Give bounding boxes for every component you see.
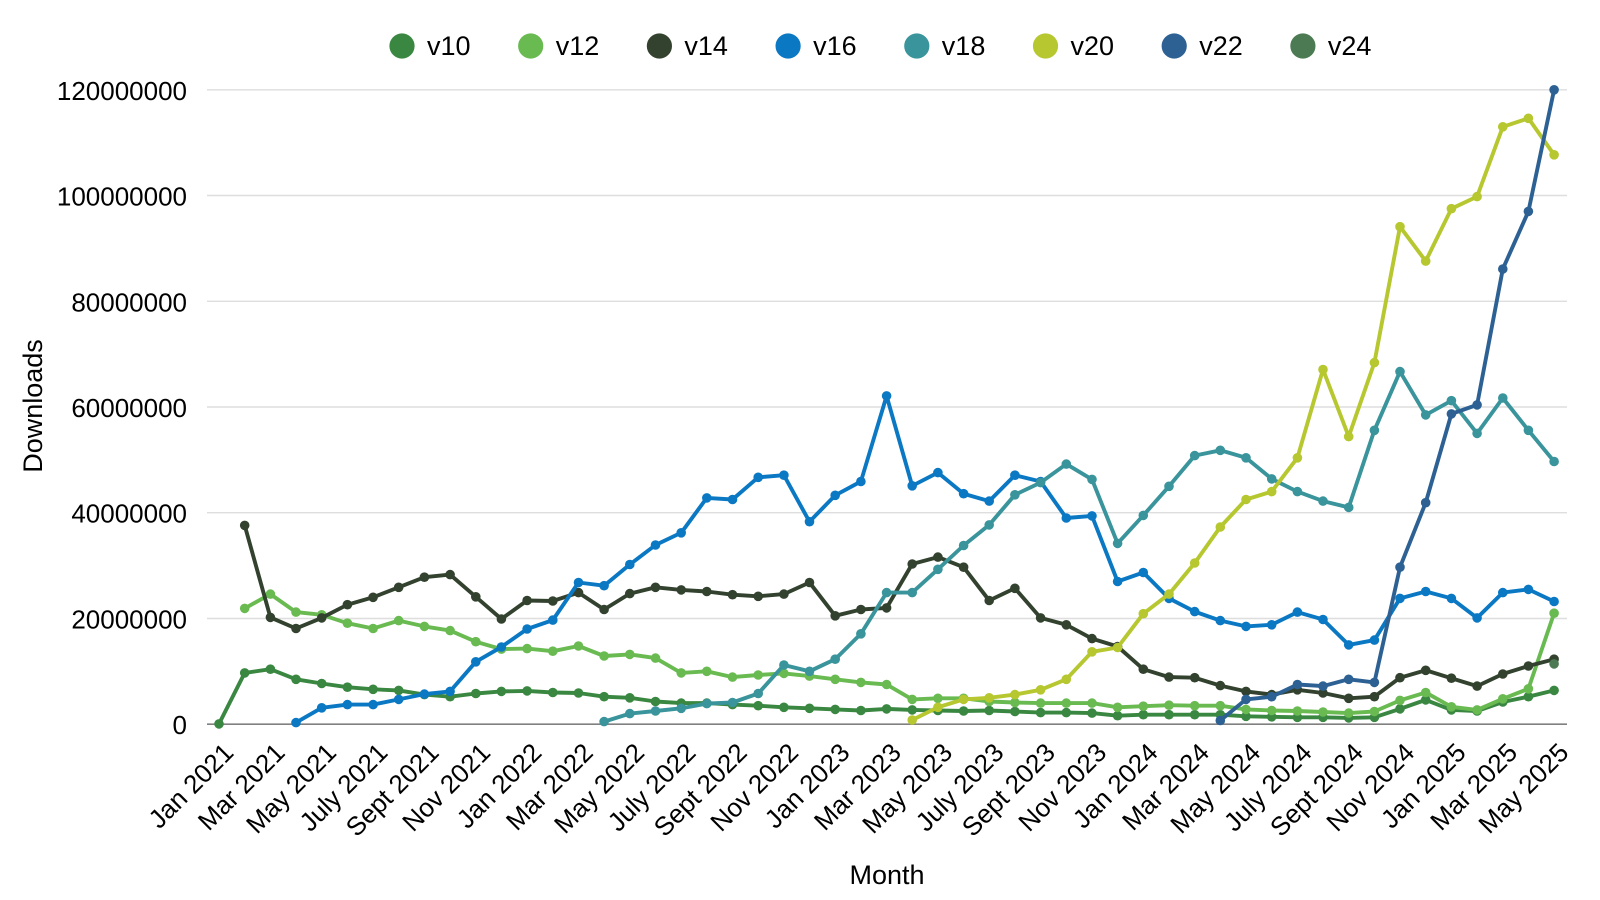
- svg-text:20000000: 20000000: [71, 605, 187, 635]
- svg-text:v16: v16: [813, 31, 857, 61]
- svg-text:v20: v20: [1071, 31, 1115, 61]
- svg-text:Downloads: Downloads: [18, 339, 48, 473]
- svg-text:40000000: 40000000: [71, 499, 187, 529]
- svg-text:v14: v14: [684, 31, 728, 61]
- svg-text:v18: v18: [942, 31, 986, 61]
- svg-text:v10: v10: [427, 31, 471, 61]
- svg-text:Month: Month: [849, 860, 924, 890]
- svg-text:v24: v24: [1328, 31, 1372, 61]
- svg-text:v12: v12: [556, 31, 600, 61]
- svg-text:120000000: 120000000: [57, 76, 187, 106]
- svg-text:100000000: 100000000: [57, 182, 187, 212]
- svg-text:80000000: 80000000: [71, 287, 187, 317]
- svg-text:60000000: 60000000: [71, 393, 187, 423]
- svg-text:0: 0: [173, 710, 187, 740]
- svg-text:v22: v22: [1199, 31, 1243, 61]
